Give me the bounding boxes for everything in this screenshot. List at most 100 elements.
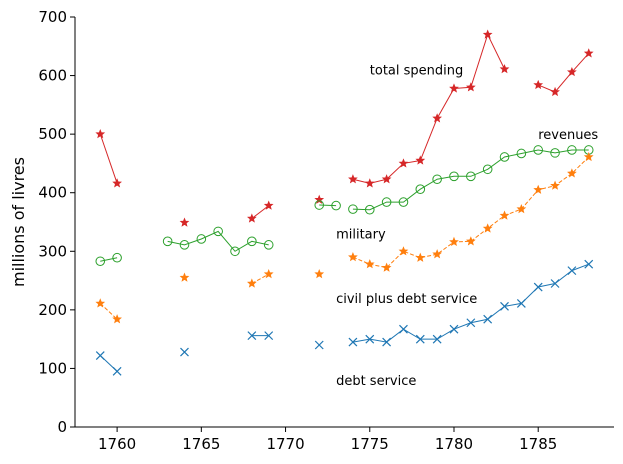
data-point <box>516 298 526 308</box>
data-point <box>432 174 442 185</box>
data-point <box>381 262 392 272</box>
data-point <box>482 29 493 39</box>
series-line <box>352 156 590 269</box>
data-point <box>247 331 257 341</box>
data-point <box>381 174 392 184</box>
data-point <box>399 324 408 334</box>
data-point <box>499 64 510 74</box>
data-point <box>348 337 358 347</box>
series-debt-service <box>95 259 594 376</box>
annotation-label: debt service <box>336 374 416 389</box>
data-point <box>550 148 560 158</box>
data-point <box>516 204 527 214</box>
y-tick-label: 200 <box>38 301 67 319</box>
data-point <box>432 113 442 123</box>
data-point <box>364 259 375 269</box>
data-point <box>314 200 325 210</box>
data-point <box>382 337 392 347</box>
data-point <box>112 314 122 324</box>
data-point <box>95 351 105 360</box>
data-point <box>449 171 459 182</box>
data-point <box>331 200 341 211</box>
data-point <box>180 347 189 357</box>
y-tick-label: 100 <box>38 359 67 377</box>
data-point <box>415 155 426 165</box>
data-point <box>533 79 544 90</box>
data-point <box>213 226 223 237</box>
data-point <box>364 178 375 188</box>
data-point <box>567 66 577 77</box>
data-point <box>466 318 476 328</box>
data-point <box>583 48 594 58</box>
data-point <box>432 334 442 344</box>
data-point <box>550 180 560 190</box>
y-tick-label: 400 <box>38 184 67 202</box>
data-point <box>449 324 459 334</box>
data-point <box>567 266 577 276</box>
data-point <box>263 240 274 250</box>
data-point <box>432 249 442 259</box>
data-point <box>314 269 325 279</box>
series-line <box>251 205 270 219</box>
data-point <box>466 171 476 182</box>
series-revenues <box>95 145 594 267</box>
y-tick-label: 0 <box>57 418 67 436</box>
data-point <box>95 256 106 267</box>
data-point <box>415 252 426 262</box>
data-point <box>398 158 409 168</box>
data-point <box>162 236 173 247</box>
data-point <box>314 340 324 350</box>
data-point <box>348 252 358 262</box>
data-point <box>348 204 358 214</box>
data-point <box>567 145 577 155</box>
series-line <box>100 257 118 262</box>
data-point <box>381 197 392 207</box>
annotation-label: civil plus debt service <box>336 292 477 307</box>
data-point <box>567 168 577 178</box>
axes-layer: 1760 1765 1770 1775 1780 1785 0 100 200 300 400 500… <box>38 8 614 453</box>
y-tick-label: 700 <box>38 8 67 26</box>
data-point <box>465 236 476 246</box>
annotation-label: military <box>336 228 386 243</box>
data-point <box>112 366 122 376</box>
series-line <box>352 33 505 184</box>
data-point <box>263 269 274 279</box>
x-tick-label: 1775 <box>351 435 389 453</box>
x-tick-label: 1760 <box>98 435 136 453</box>
data-point <box>263 200 274 210</box>
data-point <box>500 301 509 311</box>
data-point <box>179 217 190 227</box>
series-line <box>167 230 269 252</box>
annotation-label: revenues <box>538 128 598 143</box>
data-point <box>499 210 510 220</box>
data-point <box>364 204 375 215</box>
data-point <box>398 197 409 207</box>
data-point <box>415 184 426 194</box>
annotation-layer: total spending revenues military civil plus… <box>336 64 598 389</box>
data-point <box>179 240 190 250</box>
x-tick-label: 1765 <box>182 435 220 453</box>
data-point <box>398 246 409 256</box>
data-point <box>449 83 459 93</box>
series-layer <box>95 29 594 376</box>
data-point <box>449 236 459 247</box>
data-point <box>179 272 190 282</box>
y-tick-label: 300 <box>38 242 67 260</box>
data-point <box>482 164 493 175</box>
data-point <box>584 259 594 269</box>
data-point <box>247 236 257 247</box>
data-point <box>196 234 207 244</box>
series-total-spending <box>95 29 594 227</box>
y-tick-label: 500 <box>38 125 67 143</box>
series-military <box>95 151 594 324</box>
data-point <box>247 278 257 288</box>
x-tick-label: 1785 <box>519 435 557 453</box>
data-point <box>112 252 122 263</box>
data-point <box>95 129 106 139</box>
data-point <box>550 86 560 97</box>
data-point <box>533 145 544 155</box>
data-point <box>95 298 106 308</box>
y-tick-label: 600 <box>38 67 67 85</box>
data-point <box>264 331 274 341</box>
